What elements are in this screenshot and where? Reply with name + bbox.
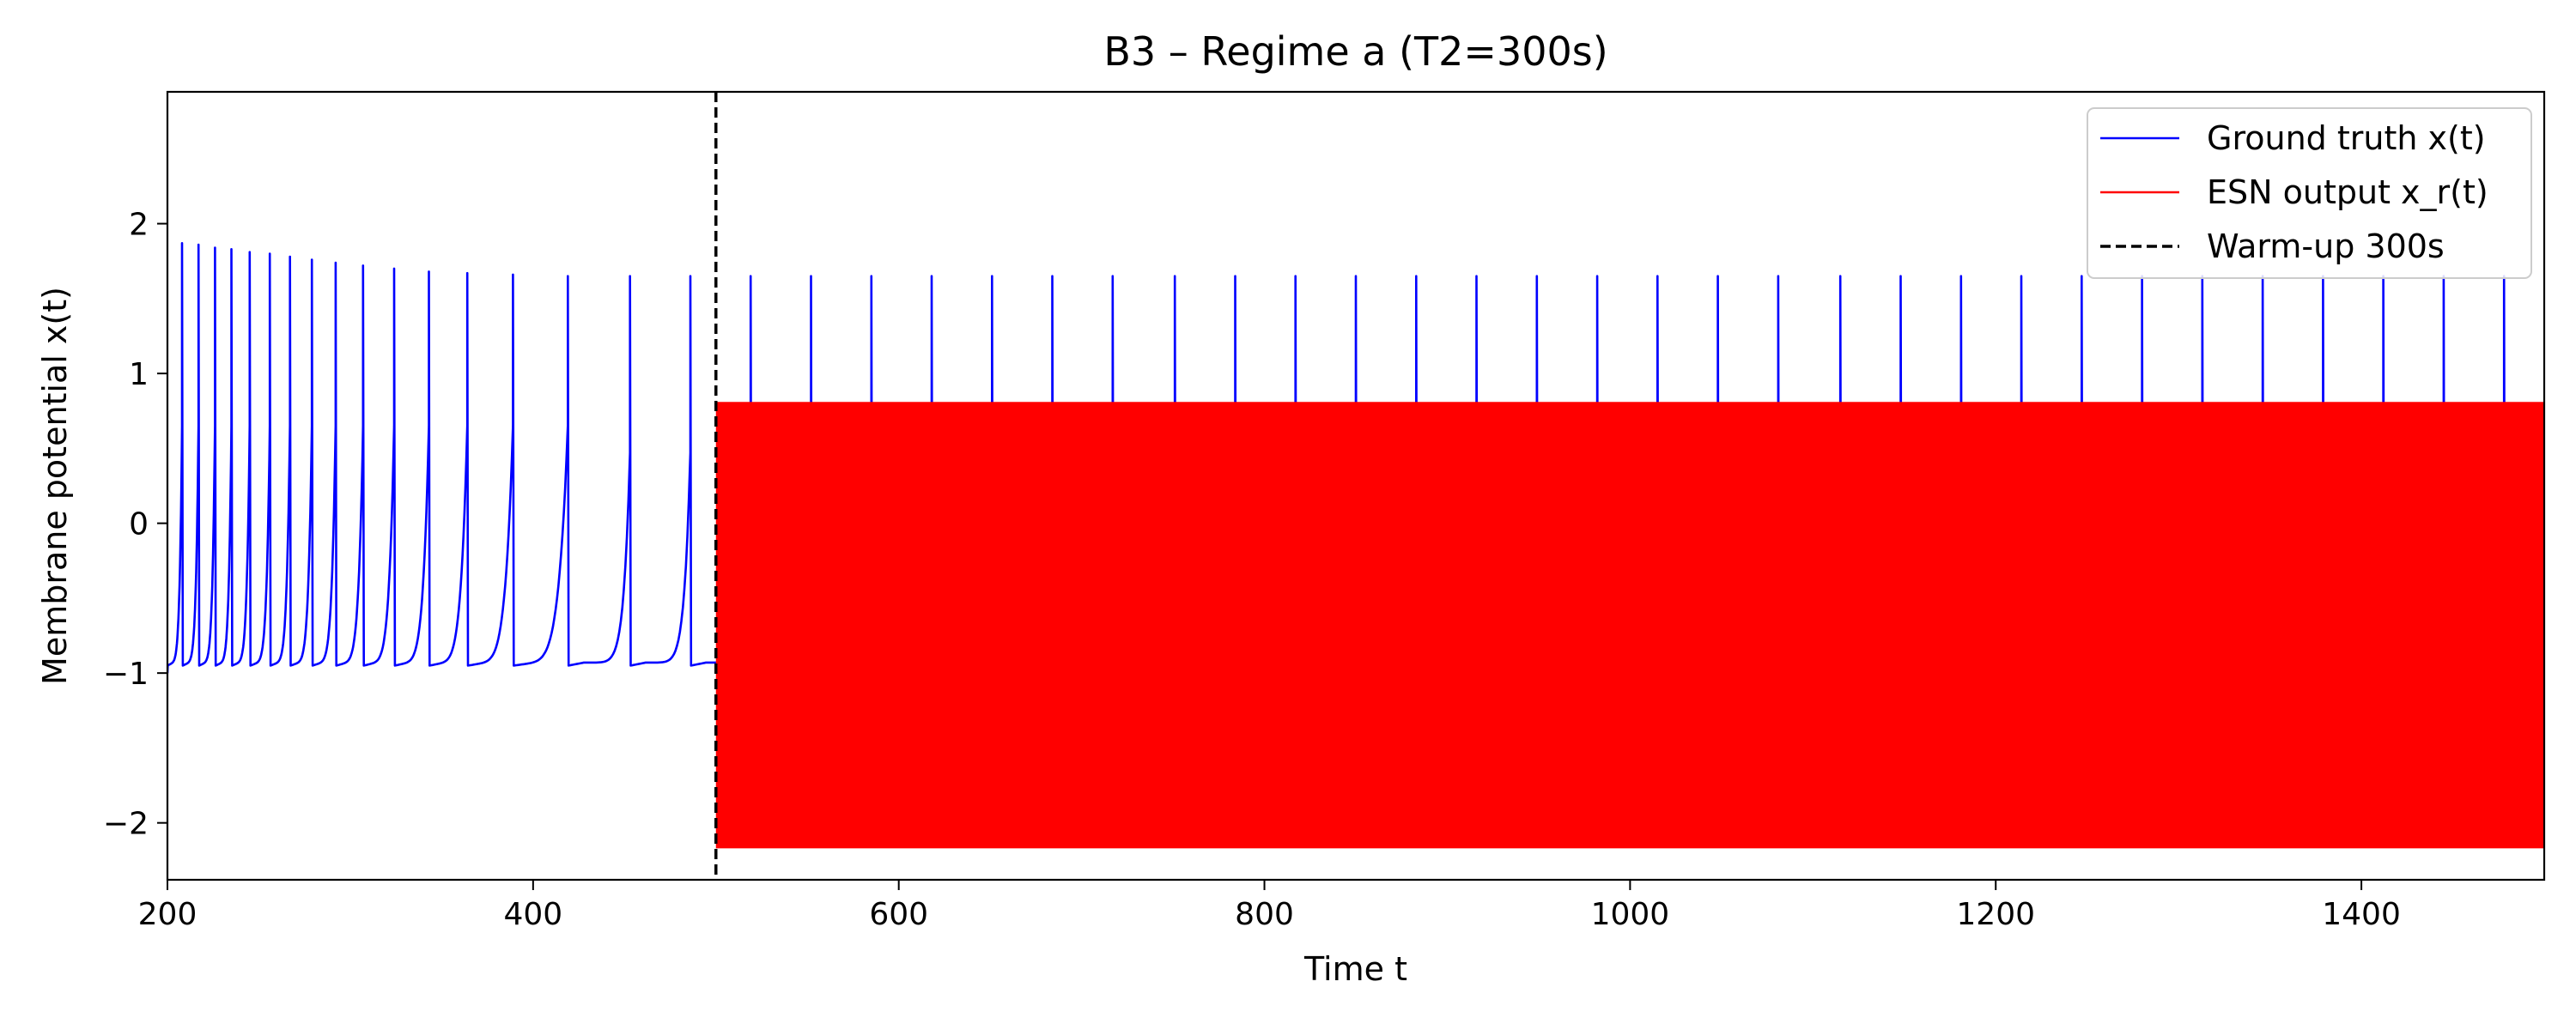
x-tick-label: 800 bbox=[1235, 897, 1294, 932]
axes-frame bbox=[166, 90, 2546, 882]
series-band-esn-output bbox=[715, 402, 2544, 849]
x-tick-label: 200 bbox=[138, 897, 197, 932]
x-tick-label: 600 bbox=[869, 897, 928, 932]
x-tick-label: 1400 bbox=[2322, 897, 2401, 932]
x-tick-label: 1000 bbox=[1591, 897, 1670, 932]
legend-frame bbox=[2087, 107, 2532, 279]
x-tick-label: 1200 bbox=[1956, 897, 2035, 932]
x-axis-ticks: 200 400 600 800 1000 1200 1400 bbox=[138, 880, 2401, 932]
y-tick-label: −2 bbox=[103, 807, 149, 842]
x-axis-label: Time t bbox=[1303, 950, 1407, 988]
legend-label-esn-output: ESN output x_r(t) bbox=[2207, 173, 2488, 211]
y-tick-label: −1 bbox=[103, 657, 149, 692]
plot-area bbox=[167, 92, 2544, 880]
legend-label-warmup: Warm-up 300s bbox=[2207, 227, 2445, 265]
y-axis-ticks: −2 −1 0 1 2 bbox=[103, 208, 167, 842]
y-tick-label: 1 bbox=[129, 357, 149, 392]
y-tick-label: 2 bbox=[129, 208, 149, 243]
y-tick-label: 0 bbox=[129, 507, 149, 542]
chart-title: B3 – Regime a (T2=300s) bbox=[1103, 28, 1607, 75]
y-axis-label: Membrane potential x(t) bbox=[36, 287, 74, 685]
legend-label-ground-truth: Ground truth x(t) bbox=[2207, 119, 2486, 157]
x-tick-label: 400 bbox=[503, 897, 562, 932]
legend: Ground truth x(t) ESN output x_r(t) Warm… bbox=[2087, 107, 2532, 279]
